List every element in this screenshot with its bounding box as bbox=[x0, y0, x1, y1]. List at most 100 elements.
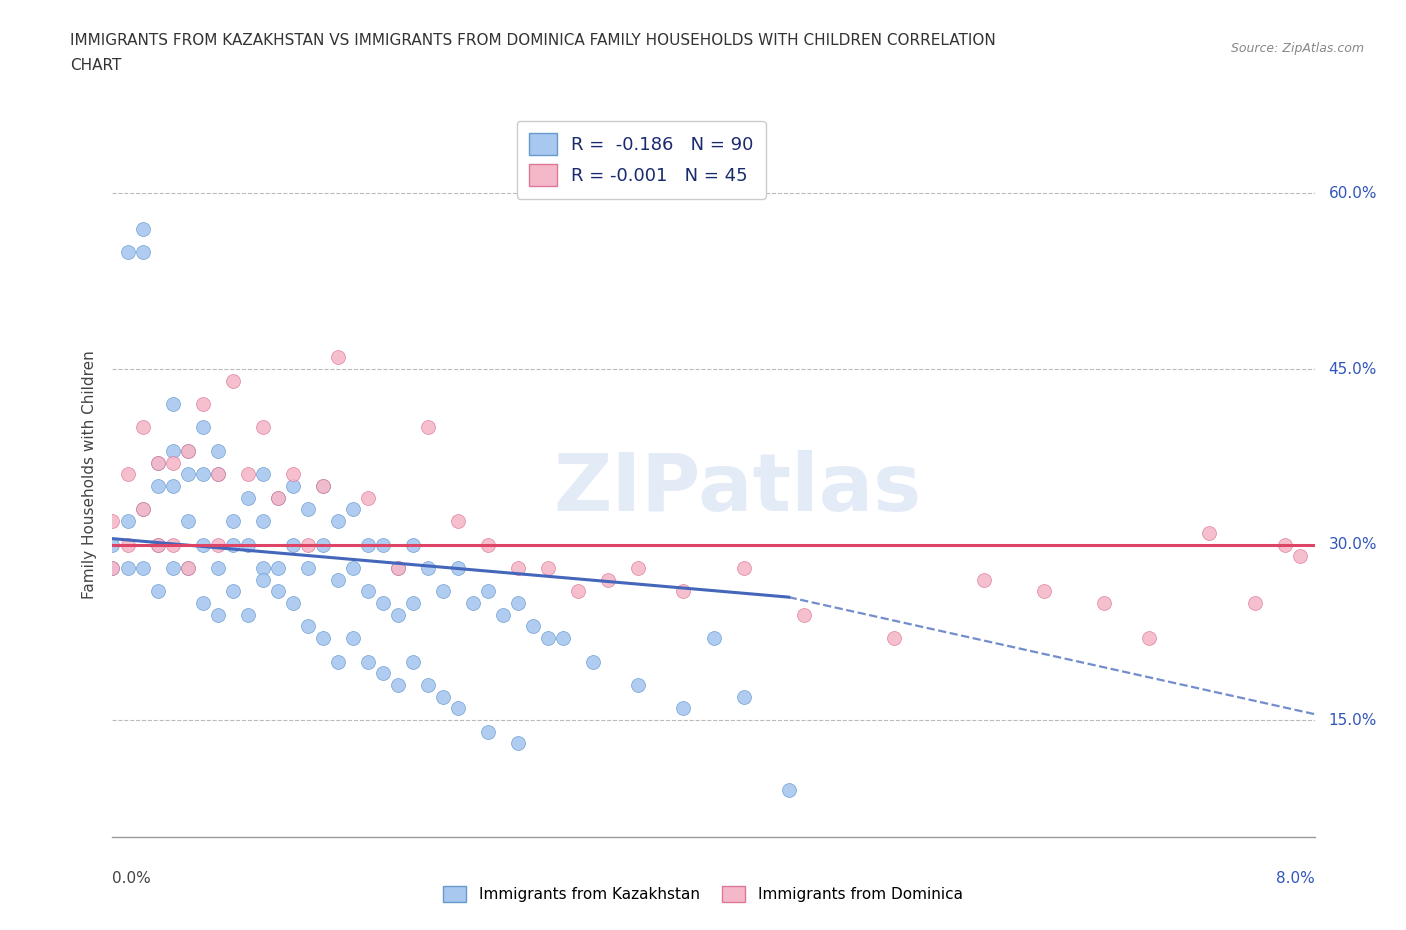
Point bbox=[567, 584, 589, 599]
Point bbox=[191, 467, 214, 482]
Point bbox=[267, 584, 290, 599]
Point bbox=[191, 537, 214, 551]
Point bbox=[342, 631, 364, 645]
Point bbox=[582, 654, 605, 669]
Point bbox=[131, 561, 153, 576]
Point bbox=[281, 595, 304, 610]
Point bbox=[447, 701, 470, 716]
Point bbox=[371, 595, 394, 610]
Point bbox=[1243, 595, 1265, 610]
Point bbox=[101, 513, 124, 528]
Point bbox=[191, 397, 214, 412]
Point bbox=[672, 584, 695, 599]
Point bbox=[1092, 595, 1115, 610]
Point bbox=[477, 537, 499, 551]
Point bbox=[297, 561, 319, 576]
Point bbox=[131, 221, 153, 236]
Point bbox=[176, 513, 198, 528]
Point bbox=[131, 502, 153, 517]
Point bbox=[1033, 584, 1056, 599]
Text: CHART: CHART bbox=[70, 58, 122, 73]
Point bbox=[117, 561, 139, 576]
Point bbox=[627, 677, 650, 692]
Point bbox=[131, 502, 153, 517]
Point bbox=[146, 584, 169, 599]
Point bbox=[1198, 525, 1220, 540]
Point bbox=[162, 537, 184, 551]
Point bbox=[222, 373, 245, 388]
Point bbox=[508, 736, 530, 751]
Point bbox=[432, 584, 454, 599]
Point bbox=[1274, 537, 1296, 551]
Point bbox=[432, 689, 454, 704]
Text: Source: ZipAtlas.com: Source: ZipAtlas.com bbox=[1230, 42, 1364, 55]
Point bbox=[326, 350, 349, 365]
Point bbox=[733, 689, 755, 704]
Point bbox=[387, 561, 409, 576]
Point bbox=[101, 537, 124, 551]
Point bbox=[146, 455, 169, 470]
Point bbox=[207, 467, 229, 482]
Point bbox=[447, 561, 470, 576]
Point bbox=[627, 561, 650, 576]
Point bbox=[312, 631, 335, 645]
Point bbox=[191, 595, 214, 610]
Point bbox=[176, 561, 198, 576]
Point bbox=[267, 490, 290, 505]
Point bbox=[447, 513, 470, 528]
Point bbox=[207, 607, 229, 622]
Point bbox=[146, 455, 169, 470]
Point bbox=[207, 561, 229, 576]
Point bbox=[252, 467, 274, 482]
Point bbox=[162, 444, 184, 458]
Point bbox=[1137, 631, 1160, 645]
Point bbox=[371, 666, 394, 681]
Point bbox=[252, 513, 274, 528]
Y-axis label: Family Households with Children: Family Households with Children bbox=[82, 350, 97, 599]
Point bbox=[297, 619, 319, 634]
Point bbox=[537, 561, 560, 576]
Point bbox=[101, 561, 124, 576]
Point bbox=[342, 502, 364, 517]
Text: 45.0%: 45.0% bbox=[1329, 362, 1376, 377]
Point bbox=[297, 537, 319, 551]
Text: 0.0%: 0.0% bbox=[112, 871, 152, 886]
Point bbox=[312, 479, 335, 494]
Point bbox=[222, 584, 245, 599]
Point bbox=[236, 490, 259, 505]
Point bbox=[101, 561, 124, 576]
Text: ZIPatlas: ZIPatlas bbox=[554, 450, 922, 528]
Point bbox=[117, 513, 139, 528]
Point bbox=[176, 444, 198, 458]
Point bbox=[537, 631, 560, 645]
Legend: R =  -0.186   N = 90, R = -0.001   N = 45: R = -0.186 N = 90, R = -0.001 N = 45 bbox=[517, 121, 766, 199]
Point bbox=[508, 561, 530, 576]
Point bbox=[387, 607, 409, 622]
Point bbox=[416, 677, 439, 692]
Point bbox=[733, 561, 755, 576]
Point bbox=[326, 572, 349, 587]
Point bbox=[312, 537, 335, 551]
Point bbox=[146, 479, 169, 494]
Point bbox=[357, 654, 380, 669]
Point bbox=[281, 479, 304, 494]
Point bbox=[281, 467, 304, 482]
Point bbox=[387, 561, 409, 576]
Point bbox=[402, 654, 425, 669]
Point bbox=[281, 537, 304, 551]
Point bbox=[357, 537, 380, 551]
Point bbox=[191, 420, 214, 435]
Text: IMMIGRANTS FROM KAZAKHSTAN VS IMMIGRANTS FROM DOMINICA FAMILY HOUSEHOLDS WITH CH: IMMIGRANTS FROM KAZAKHSTAN VS IMMIGRANTS… bbox=[70, 33, 995, 47]
Point bbox=[162, 561, 184, 576]
Text: 8.0%: 8.0% bbox=[1275, 871, 1315, 886]
Point bbox=[402, 595, 425, 610]
Point bbox=[672, 701, 695, 716]
Point bbox=[117, 245, 139, 259]
Point bbox=[357, 490, 380, 505]
Point bbox=[312, 479, 335, 494]
Point bbox=[492, 607, 515, 622]
Point bbox=[252, 420, 274, 435]
Point bbox=[553, 631, 575, 645]
Point bbox=[176, 444, 198, 458]
Point bbox=[267, 490, 290, 505]
